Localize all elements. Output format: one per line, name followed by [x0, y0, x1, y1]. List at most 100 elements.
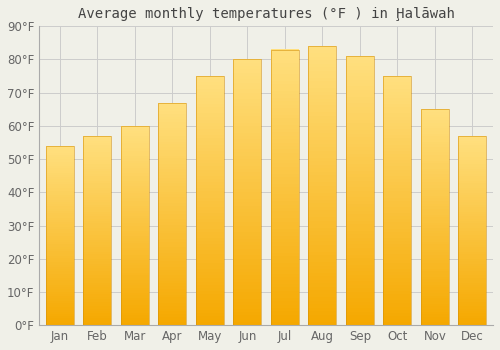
Bar	[121, 278, 149, 280]
Bar	[46, 289, 74, 292]
Bar	[196, 244, 224, 247]
Bar	[196, 272, 224, 275]
Bar	[308, 88, 336, 92]
Bar	[458, 155, 486, 157]
Bar	[421, 312, 449, 314]
Bar	[346, 211, 374, 214]
Bar	[308, 210, 336, 214]
Bar	[158, 306, 186, 308]
Bar	[196, 313, 224, 316]
Bar	[196, 173, 224, 176]
Bar	[84, 200, 112, 202]
Bar	[121, 253, 149, 255]
Bar	[46, 292, 74, 294]
Bar	[308, 203, 336, 206]
Bar	[196, 294, 224, 297]
Bar	[458, 136, 486, 325]
Bar	[308, 304, 336, 308]
Bar	[271, 180, 299, 184]
Bar	[346, 285, 374, 288]
Bar	[271, 263, 299, 267]
Bar	[46, 209, 74, 211]
Bar	[421, 215, 449, 217]
Bar	[384, 309, 411, 313]
Bar	[196, 309, 224, 313]
Bar	[196, 204, 224, 207]
Bar	[308, 119, 336, 123]
Bar	[121, 310, 149, 313]
Bar	[384, 253, 411, 257]
Bar	[458, 176, 486, 178]
Bar	[84, 164, 112, 167]
Bar	[234, 242, 262, 245]
Bar	[84, 223, 112, 226]
Bar	[421, 220, 449, 223]
Bar	[421, 212, 449, 215]
Bar	[84, 311, 112, 313]
Bar	[458, 318, 486, 321]
Bar	[158, 236, 186, 239]
Bar	[421, 252, 449, 255]
Bar	[346, 187, 374, 191]
Bar	[158, 317, 186, 320]
Bar	[158, 214, 186, 217]
Bar	[46, 233, 74, 236]
Bar	[46, 195, 74, 197]
Bar	[308, 220, 336, 224]
Bar	[384, 207, 411, 210]
Bar	[234, 312, 262, 315]
Bar	[421, 290, 449, 293]
Bar	[84, 211, 112, 214]
Bar	[121, 228, 149, 231]
Bar	[384, 92, 411, 95]
Bar	[421, 125, 449, 128]
Bar	[234, 142, 262, 146]
Bar	[196, 278, 224, 282]
Bar	[84, 143, 112, 145]
Bar	[271, 163, 299, 167]
Bar	[158, 295, 186, 298]
Bar	[308, 311, 336, 315]
Bar	[384, 154, 411, 157]
Bar	[158, 233, 186, 236]
Bar	[308, 46, 336, 50]
Bar	[384, 307, 411, 310]
Bar	[384, 260, 411, 263]
Bar	[346, 177, 374, 181]
Bar	[121, 131, 149, 133]
Bar	[308, 206, 336, 210]
Bar	[421, 115, 449, 117]
Bar	[346, 157, 374, 160]
Bar	[234, 222, 262, 225]
Bar	[458, 294, 486, 297]
Bar	[458, 162, 486, 164]
Bar	[308, 151, 336, 154]
Bar	[196, 129, 224, 132]
Bar	[458, 242, 486, 245]
Bar	[46, 231, 74, 233]
Bar	[234, 89, 262, 93]
Bar	[84, 145, 112, 148]
Bar	[84, 152, 112, 155]
Bar	[421, 301, 449, 303]
Bar	[271, 174, 299, 177]
Bar	[46, 222, 74, 224]
Bar	[46, 262, 74, 265]
Bar	[384, 98, 411, 101]
Bar	[384, 82, 411, 85]
Bar	[196, 110, 224, 113]
Bar	[308, 262, 336, 266]
Bar	[84, 190, 112, 192]
Bar	[234, 259, 262, 262]
Bar	[46, 249, 74, 251]
Bar	[234, 275, 262, 279]
Bar	[421, 282, 449, 285]
Bar	[421, 185, 449, 188]
Bar	[46, 298, 74, 301]
Bar	[384, 263, 411, 266]
Bar	[271, 236, 299, 239]
Bar	[234, 166, 262, 169]
Bar	[234, 295, 262, 299]
Bar	[458, 301, 486, 304]
Bar	[458, 259, 486, 261]
